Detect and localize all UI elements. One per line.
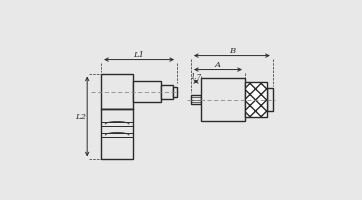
Bar [267, 88, 273, 112]
Bar [161, 85, 173, 99]
Bar [245, 82, 267, 118]
Bar [173, 87, 177, 97]
Bar [201, 78, 245, 122]
Bar [101, 74, 133, 110]
Text: L2: L2 [75, 113, 86, 121]
Text: 1.7: 1.7 [190, 72, 202, 80]
Bar [101, 110, 133, 160]
Text: B: B [229, 46, 235, 54]
Text: L1: L1 [134, 50, 144, 58]
Text: A: A [215, 60, 221, 68]
Bar [133, 81, 161, 103]
Bar [191, 95, 201, 105]
